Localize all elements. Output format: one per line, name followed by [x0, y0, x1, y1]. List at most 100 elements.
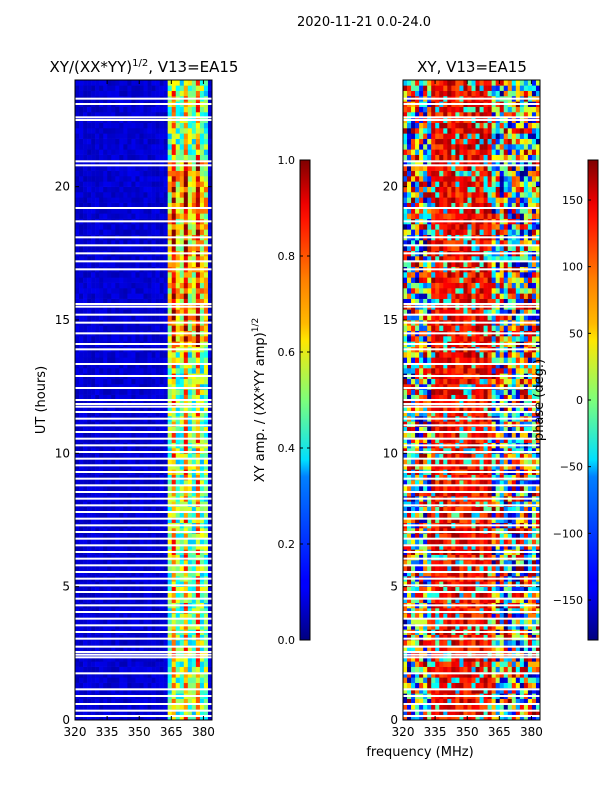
heatmap-cell	[151, 368, 156, 374]
heatmap-cell	[95, 517, 100, 523]
heatmap-cell	[139, 245, 144, 251]
heatmap-cell	[107, 229, 112, 235]
heatmap-cell	[147, 544, 152, 550]
heatmap-cell	[95, 464, 100, 470]
heatmap-cell	[91, 586, 96, 593]
heatmap-cell	[187, 608, 193, 614]
heatmap-cell	[207, 293, 212, 299]
heatmap-cell	[171, 656, 177, 662]
heatmap-cell	[103, 682, 108, 689]
heatmap-cell	[99, 282, 104, 289]
heatmap-cell	[531, 650, 537, 657]
heatmap-cell	[119, 256, 124, 262]
heatmap-cell	[123, 581, 128, 587]
heatmap-cell	[107, 533, 112, 539]
heatmap-cell	[171, 277, 177, 283]
heatmap-cell	[143, 512, 148, 518]
heatmap-cell	[111, 298, 116, 305]
heatmap-cell	[91, 474, 96, 481]
heatmap-cell	[143, 666, 148, 673]
heatmap-cell	[159, 650, 164, 657]
heatmap-cell	[431, 661, 436, 667]
heatmap-cell	[139, 192, 144, 198]
heatmap-cell	[111, 149, 116, 155]
heatmap-cell	[179, 202, 185, 209]
heatmap-cell	[119, 613, 124, 619]
heatmap-cell	[135, 298, 140, 305]
heatmap-cell	[95, 501, 100, 507]
heatmap-cell	[171, 213, 177, 219]
heatmap-cell	[163, 512, 168, 518]
heatmap-cell	[115, 154, 120, 161]
heatmap-cell	[119, 288, 124, 294]
heatmap-cell	[179, 85, 185, 91]
heatmap-cell	[511, 714, 517, 720]
heatmap-cell	[75, 512, 80, 518]
heatmap-cell	[459, 656, 464, 662]
heatmap-cell	[95, 698, 100, 705]
heatmap-cell	[207, 357, 212, 363]
heatmap-cell	[123, 560, 128, 566]
heatmap-cell	[127, 597, 132, 603]
heatmap-cell	[127, 272, 132, 278]
heatmap-cell	[127, 698, 132, 705]
heatmap-cell	[151, 480, 156, 486]
heatmap-cell	[183, 618, 189, 625]
heatmap-cell	[115, 176, 120, 182]
heatmap-cell	[179, 112, 185, 118]
heatmap-cell	[455, 682, 460, 689]
heatmap-cell	[79, 506, 84, 513]
heatmap-cell	[127, 634, 132, 641]
heatmap-cell	[75, 133, 80, 139]
heatmap-cell	[123, 133, 128, 139]
heatmap-cell	[163, 506, 168, 513]
heatmap-cell	[527, 666, 533, 673]
heatmap-cell	[203, 682, 209, 689]
heatmap-cell	[163, 362, 168, 369]
heatmap-cell	[167, 613, 173, 619]
heatmap-cell	[135, 368, 140, 374]
heatmap-cell	[191, 160, 197, 166]
heatmap-cell	[75, 256, 80, 262]
heatmap-cell	[147, 565, 152, 571]
heatmap-cell	[115, 421, 120, 427]
heatmap-cell	[79, 133, 84, 139]
heatmap-cell	[183, 624, 189, 630]
heatmap-cell	[79, 597, 84, 603]
heatmap-cell	[187, 480, 193, 486]
heatmap-cell	[179, 634, 185, 641]
heatmap-cell	[135, 560, 140, 566]
heatmap-cell	[143, 437, 148, 443]
heatmap-cell	[191, 336, 197, 342]
heatmap-cell	[183, 176, 189, 182]
heatmap-cell	[487, 698, 492, 705]
heatmap-cell	[499, 661, 505, 667]
heatmap-cell	[207, 565, 212, 571]
heatmap-cell	[183, 389, 189, 395]
heatmap-cell	[99, 170, 104, 177]
heatmap-cell	[191, 394, 197, 401]
heatmap-cell	[507, 682, 513, 689]
heatmap-cell	[139, 565, 144, 571]
heatmap-cell	[195, 138, 201, 145]
heatmap-cell	[79, 256, 84, 262]
heatmap-cell	[155, 272, 160, 278]
heatmap-cell	[159, 138, 164, 145]
heatmap-cell	[119, 560, 124, 566]
heatmap-cell	[407, 640, 412, 646]
heatmap-cell	[147, 672, 152, 678]
heatmap-cell	[171, 512, 177, 518]
heatmap-cell	[107, 645, 112, 651]
heatmap-cell	[115, 640, 120, 646]
heatmap-cell	[79, 544, 84, 550]
heatmap-cell	[119, 517, 124, 523]
heatmap-cell	[515, 709, 521, 715]
heatmap-cell	[87, 618, 92, 625]
heatmap-cell	[171, 240, 177, 246]
heatmap-cell	[95, 613, 100, 619]
heatmap-cell	[187, 106, 193, 113]
heatmap-cell	[119, 90, 124, 97]
heatmap-cell	[75, 122, 80, 129]
heatmap-cell	[163, 170, 168, 177]
heatmap-cell	[175, 213, 181, 219]
